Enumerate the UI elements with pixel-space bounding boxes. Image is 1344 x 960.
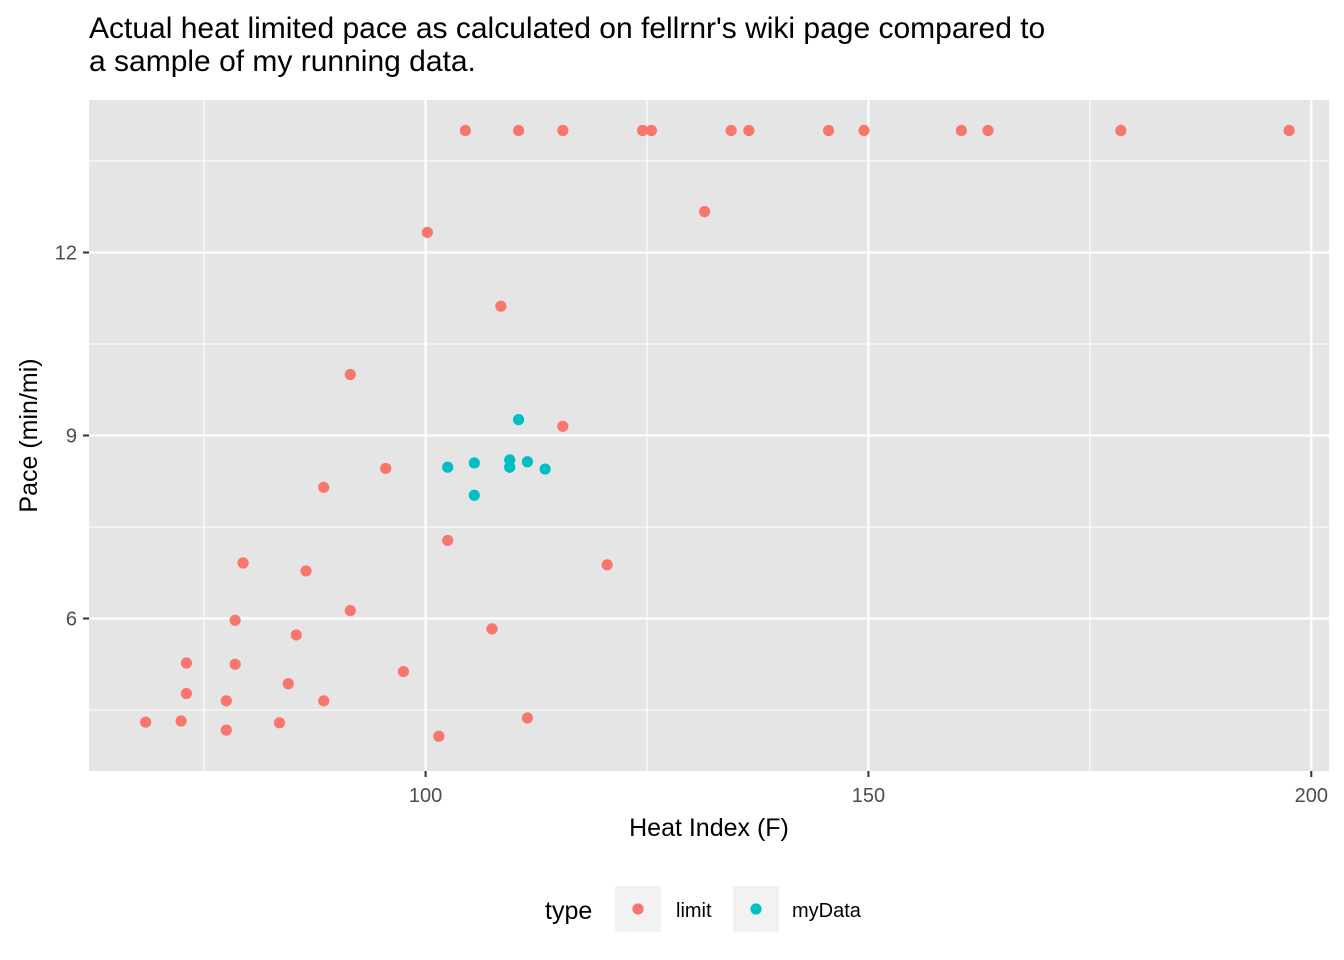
point-limit (220, 724, 232, 736)
point-limit (512, 124, 525, 137)
point-limit (282, 678, 294, 690)
point-limit (486, 623, 498, 635)
point-limit (601, 559, 613, 571)
major-gridlines (89, 100, 1329, 771)
point-limit (397, 665, 410, 678)
point-limit (140, 716, 152, 728)
chart-title-line-1: Actual heat limited pace as calculated o… (89, 12, 1046, 45)
x-tick-label: 200 (1295, 785, 1328, 807)
point-limit (858, 124, 870, 137)
point-limit (229, 614, 241, 626)
legend-label-myData: myData (792, 900, 862, 922)
point-limit (300, 565, 312, 577)
data-points (140, 124, 1295, 742)
point-limit (237, 557, 249, 569)
x-tick-label: 150 (852, 785, 885, 807)
point-limit (1115, 124, 1127, 137)
point-myData (521, 456, 534, 468)
point-limit (433, 730, 445, 742)
point-limit (318, 481, 330, 493)
minor-gridlines (89, 100, 1329, 771)
point-limit (421, 226, 433, 238)
y-axis-label: Pace (min/mi) (15, 358, 43, 512)
point-limit (982, 124, 994, 137)
point-limit (273, 717, 286, 729)
point-limit (344, 604, 356, 617)
point-limit (290, 629, 302, 641)
y-tick-label: 12 (55, 243, 77, 265)
point-limit (180, 657, 193, 669)
point-limit (557, 420, 569, 432)
point-limit (698, 206, 711, 218)
point-limit (1283, 124, 1295, 137)
point-myData (468, 457, 480, 469)
legend-label-limit: limit (676, 900, 712, 922)
point-limit (743, 124, 755, 137)
legend-swatch-limit (632, 903, 644, 915)
point-limit (175, 715, 187, 727)
legend: type limit myData (545, 886, 862, 932)
point-limit (955, 124, 968, 137)
point-limit (636, 124, 649, 137)
point-limit (521, 712, 534, 724)
axes: 100 150 200 6 9 12 (55, 243, 1328, 808)
y-tick-label: 6 (66, 609, 77, 631)
point-limit (229, 658, 241, 670)
point-limit (725, 124, 737, 137)
point-limit (180, 687, 193, 700)
point-limit (645, 124, 658, 137)
point-limit (380, 462, 392, 475)
point-limit (220, 695, 232, 707)
point-limit (442, 534, 454, 547)
legend-title: type (545, 897, 592, 925)
point-myData (442, 461, 454, 473)
x-tick-label: 100 (409, 785, 442, 807)
legend-swatch-myData (750, 903, 762, 915)
y-tick-label: 9 (66, 426, 77, 448)
chart-title-line-2: a sample of my running data. (89, 45, 476, 78)
point-limit (495, 300, 507, 312)
point-myData (504, 461, 516, 473)
chart-title: Actual heat limited pace as calculated o… (89, 12, 1045, 78)
point-limit (344, 368, 356, 381)
point-limit (557, 124, 569, 137)
point-myData (539, 463, 551, 475)
point-limit (318, 695, 330, 707)
point-limit (459, 124, 472, 137)
point-limit (822, 124, 835, 137)
point-myData (512, 414, 525, 426)
point-myData (468, 489, 480, 501)
x-axis-label: Heat Index (F) (629, 814, 789, 842)
